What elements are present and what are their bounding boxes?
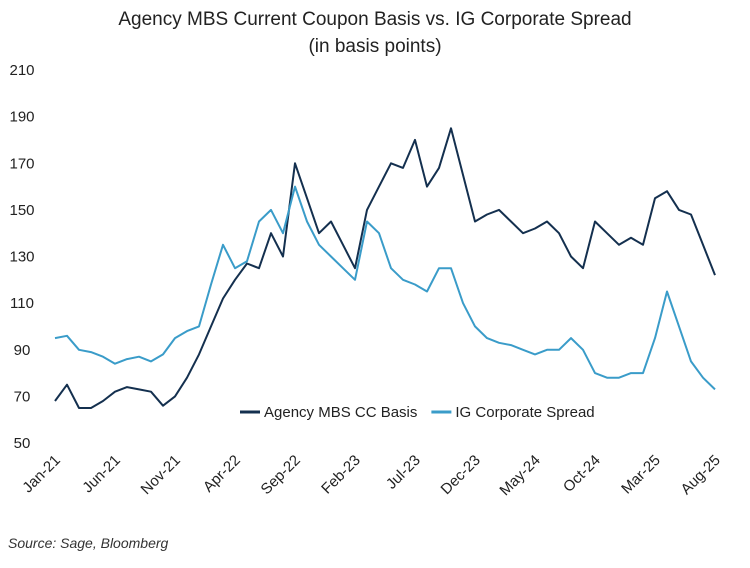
y-tick-label: 190 bbox=[9, 109, 34, 126]
series-line bbox=[54, 185, 716, 391]
legend-label: IG Corporate Spread bbox=[455, 404, 594, 421]
x-tick-label: Sep-22 bbox=[258, 452, 304, 498]
y-tick-label: 70 bbox=[14, 388, 31, 405]
source-note: Source: Sage, Bloomberg bbox=[8, 535, 169, 551]
y-tick-label: 170 bbox=[9, 155, 34, 172]
x-tick-label: Apr-22 bbox=[200, 452, 244, 496]
x-tick-label: Feb-23 bbox=[318, 452, 364, 498]
series-line bbox=[54, 127, 716, 409]
y-tick-label: 50 bbox=[14, 435, 31, 452]
x-tick-label: Aug-25 bbox=[678, 452, 724, 498]
y-tick-label: 90 bbox=[14, 342, 31, 359]
x-tick-label: Jan-21 bbox=[19, 452, 63, 496]
y-tick-label: 130 bbox=[9, 249, 34, 266]
y-tick-label: 150 bbox=[9, 202, 34, 219]
x-tick-label: Oct-24 bbox=[560, 452, 604, 496]
x-tick-label: Dec-23 bbox=[438, 452, 484, 498]
chart-title: Agency MBS Current Coupon Basis vs. IG C… bbox=[118, 9, 631, 30]
x-tick-label: Nov-21 bbox=[138, 452, 184, 498]
x-tick-label: Jun-21 bbox=[79, 452, 123, 496]
x-tick-label: Mar-25 bbox=[618, 452, 664, 498]
chart-subtitle: (in basis points) bbox=[308, 36, 441, 57]
y-tick-label: 110 bbox=[10, 295, 34, 312]
x-tick-label: Jul-23 bbox=[383, 452, 424, 493]
x-tick-label: May-24 bbox=[496, 452, 543, 499]
y-tick-label: 210 bbox=[9, 62, 34, 79]
legend-label: Agency MBS CC Basis bbox=[264, 404, 417, 421]
